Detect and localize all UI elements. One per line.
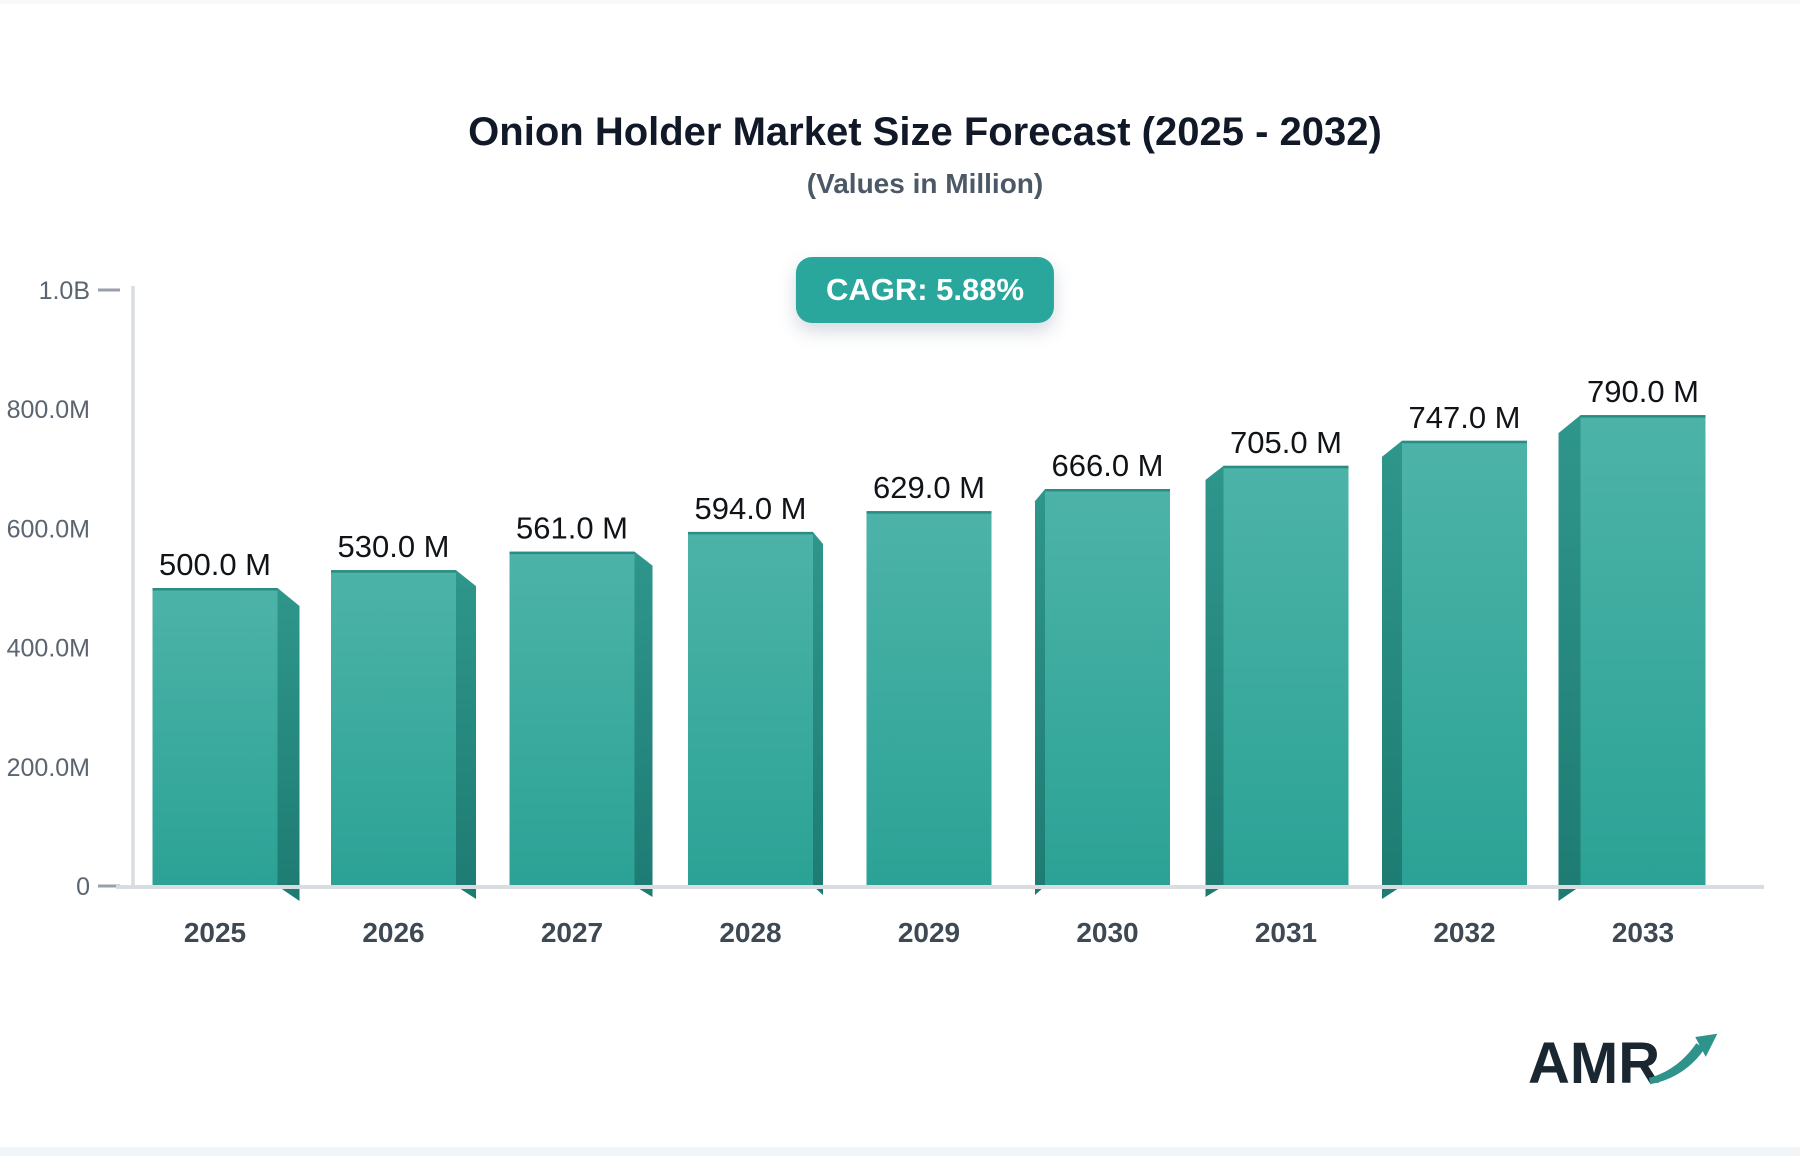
x-axis-label: 2025 [184,917,246,948]
bar-value-label: 747.0 M [1408,400,1520,435]
y-axis-label: 1.0B [39,277,90,305]
bar-front-face [1045,489,1170,886]
market-size-bar-chart: 1.0B 800.0M 600.0M 400.0M 200.0M 0 500.0 M 2025… [7,277,1764,948]
bar-front-face [866,511,992,886]
bar-value-label: 561.0 M [516,511,628,546]
bar-value-label: 790.0 M [1587,374,1699,409]
bar-side-face [456,570,476,899]
bar-value-label: 705.0 M [1230,425,1342,460]
amr-logo-text: AMR [1528,1031,1661,1096]
bar-side-face [277,588,300,901]
bottom-edge-strip [0,1147,1800,1156]
amr-logo: AMR [1528,1030,1732,1097]
bar-front-face [1580,415,1706,886]
y-axis-label: 0 [76,873,90,901]
bar-2026[interactable]: 530.0 M 2026 [331,529,476,948]
x-axis-label: 2033 [1612,917,1674,948]
cagr-badge: CAGR: 5.88% [795,257,1055,323]
y-axis-label: 600.0M [7,515,90,543]
x-axis-label: 2029 [898,917,960,948]
chart-subtitle: (Values in Million) [806,168,1044,199]
chart-title: Onion Holder Market Size Forecast (2025 … [468,110,1382,154]
bar-side-face [813,531,823,895]
bar-2032[interactable]: 747.0 M 2032 [1382,400,1527,948]
bar-2025[interactable]: 500.0 M 2025 [152,547,300,948]
bar-front-face [331,570,456,886]
bar-side-face [634,551,653,897]
trend-up-arrow-icon [1649,1033,1718,1084]
bar-2033[interactable]: 790.0 M 2033 [1558,374,1706,948]
x-axis-label: 2031 [1255,917,1317,948]
x-axis-label: 2030 [1076,917,1138,948]
bar-2028[interactable]: 594.0 M 2028 [688,491,823,948]
bar-front-face [509,551,635,886]
top-edge-strip [0,0,1800,4]
bar-value-label: 530.0 M [337,529,449,564]
x-axis-label: 2027 [541,917,603,948]
bar-2031[interactable]: 705.0 M 2031 [1205,425,1349,948]
bar-side-face [1035,489,1045,895]
bar-front-face [688,531,813,886]
bar-2030[interactable]: 666.0 M 2030 [1035,448,1170,948]
bar-front-face [152,588,278,886]
x-axis-label: 2028 [719,917,781,948]
x-axis-label: 2032 [1433,917,1495,948]
bar-value-label: 500.0 M [159,547,271,582]
bar-side-face [1382,440,1402,899]
bar-2027[interactable]: 561.0 M 2027 [509,511,653,948]
bar-front-face [1223,465,1349,886]
y-axis-label: 400.0M [7,635,90,663]
x-axis-label: 2026 [362,917,424,948]
y-axis-label: 200.0M [7,754,90,782]
bar-value-label: 594.0 M [694,491,806,526]
bar-value-label: 666.0 M [1051,448,1163,483]
bar-2029[interactable]: 629.0 M 2029 [866,470,992,948]
bar-side-face [1205,465,1224,897]
y-axis-label: 800.0M [7,396,90,424]
bar-front-face [1402,440,1527,886]
bar-value-label: 629.0 M [873,470,985,505]
bar-side-face [1558,415,1581,901]
